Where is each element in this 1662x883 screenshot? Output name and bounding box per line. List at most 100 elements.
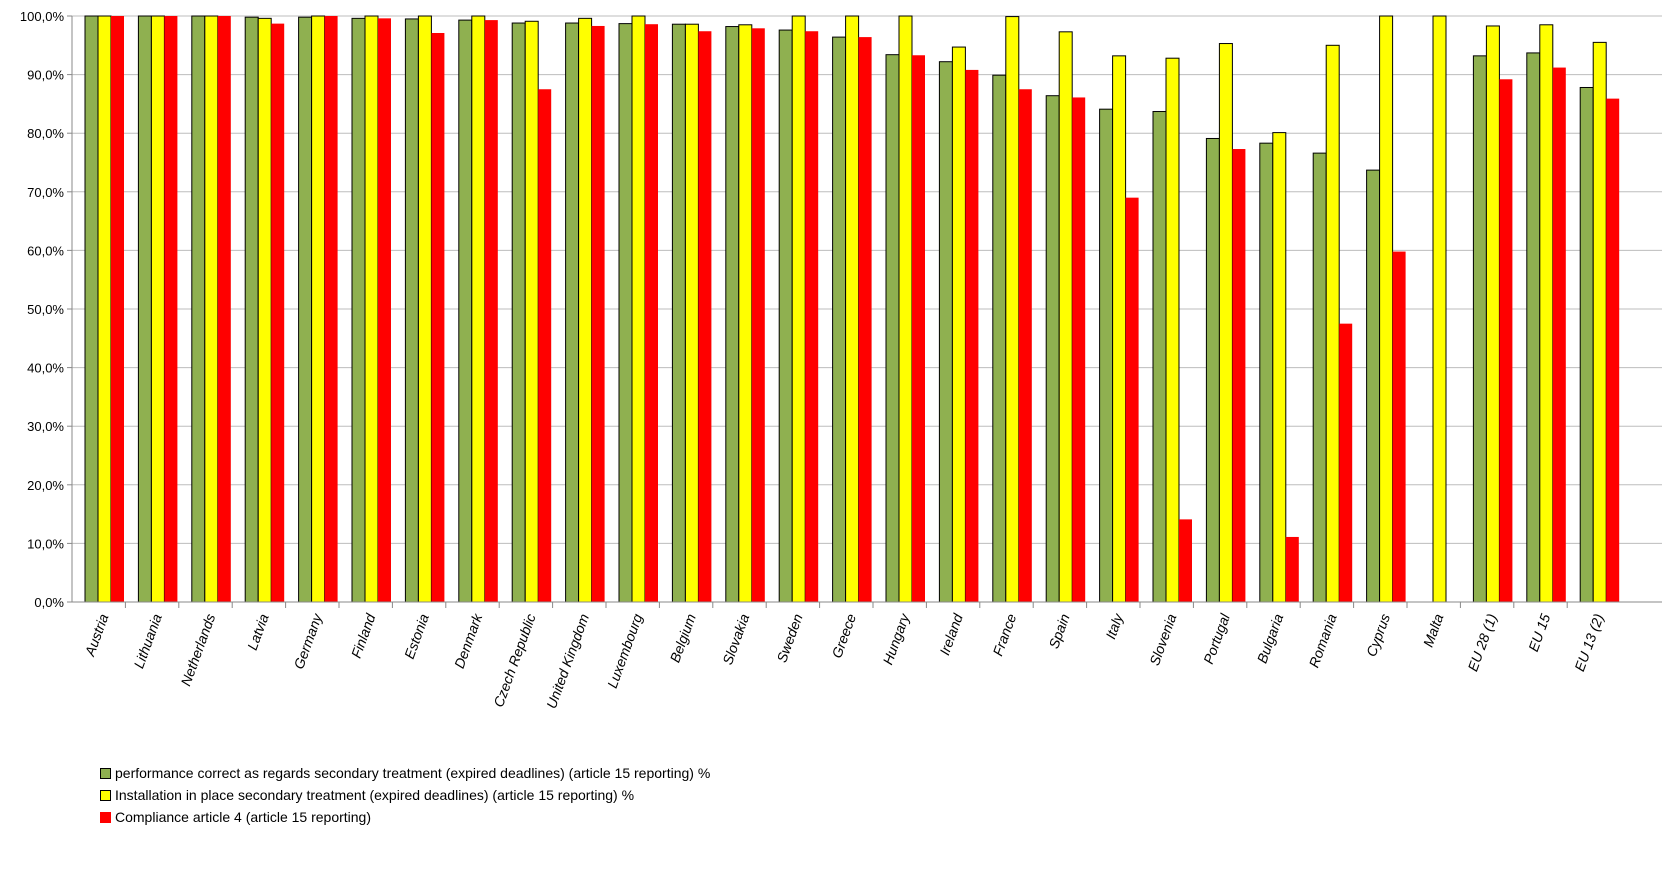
bar-compliance xyxy=(111,16,124,602)
bar-performance xyxy=(404,18,419,603)
bar-performance xyxy=(1526,52,1541,603)
bar-installation xyxy=(578,17,593,603)
bar-performance xyxy=(137,15,152,603)
bar-installation xyxy=(791,15,806,603)
x-tick-label: Ireland xyxy=(936,610,966,657)
bar-compliance xyxy=(1125,197,1139,602)
bar-performance xyxy=(832,36,847,603)
x-tick-label: EU 15 xyxy=(1525,611,1553,653)
bar-compliance xyxy=(1392,251,1406,602)
bar-performance xyxy=(885,54,900,603)
legend-label: Compliance article 4 (article 15 reporti… xyxy=(115,809,371,825)
bar-performance xyxy=(778,29,793,603)
bar-installation xyxy=(524,20,539,603)
bars xyxy=(84,15,1620,603)
bar-compliance xyxy=(751,28,765,602)
bar-chart: 0,0% 10,0% 20,0% 30,0% 40,0% 50,0% 60,0% 70,0% 8… xyxy=(20,9,1662,711)
x-tick-label: Slovenia xyxy=(1146,611,1179,667)
x-tick-label: Latvia xyxy=(244,611,272,652)
bar-performance xyxy=(298,16,313,603)
x-tick-label: Luxembourg xyxy=(604,611,646,690)
x-tick-label: Malta xyxy=(1420,611,1447,649)
bar-installation xyxy=(1112,55,1127,603)
x-tick-label: Italy xyxy=(1102,611,1126,642)
legend-item-compliance: Compliance article 4 (article 15 reporti… xyxy=(100,806,710,828)
y-tick-label: 40,0% xyxy=(27,361,64,376)
bar-compliance xyxy=(1606,98,1620,602)
bar-installation xyxy=(951,46,966,603)
y-axis-ticks: 0,0% 10,0% 20,0% 30,0% 40,0% 50,0% 60,0% 70,0% 8… xyxy=(20,9,72,610)
bar-performance xyxy=(1259,142,1274,603)
bar-compliance xyxy=(858,37,872,602)
bar-compliance xyxy=(965,69,979,603)
bar-compliance xyxy=(1285,536,1299,602)
bar-installation xyxy=(631,15,646,603)
bar-compliance xyxy=(324,16,338,602)
bar-installation xyxy=(1485,25,1500,603)
bar-performance xyxy=(1312,152,1327,603)
y-tick-label: 10,0% xyxy=(27,536,64,551)
bar-performance xyxy=(511,22,526,603)
bar-performance xyxy=(1152,111,1167,603)
bar-installation xyxy=(1272,132,1287,603)
bar-compliance xyxy=(1232,149,1246,602)
x-tick-label: Spain xyxy=(1045,611,1072,650)
x-tick-label: United Kingdom xyxy=(543,611,592,710)
y-tick-label: 20,0% xyxy=(27,478,64,493)
bar-performance xyxy=(84,15,99,603)
bar-installation xyxy=(1325,44,1340,603)
bar-compliance xyxy=(698,31,712,602)
x-tick-label: Lithuania xyxy=(130,611,165,670)
bar-installation xyxy=(311,15,326,603)
y-tick-label: 60,0% xyxy=(27,243,64,258)
x-tick-label: Portugal xyxy=(1200,611,1233,666)
x-tick-label: Germany xyxy=(290,611,325,672)
bar-installation xyxy=(1165,57,1180,603)
y-tick-label: 0,0% xyxy=(34,595,64,610)
x-tick-label: Slovakia xyxy=(719,611,752,666)
bar-installation xyxy=(204,15,219,603)
x-axis xyxy=(71,16,1662,608)
x-tick-label: EU 13 (2) xyxy=(1571,612,1607,674)
legend-swatch-red xyxy=(100,811,111,823)
y-tick-label: 30,0% xyxy=(27,419,64,434)
bar-compliance xyxy=(912,55,925,602)
x-tick-label: Bulgaria xyxy=(1254,611,1287,665)
x-tick-label: Sweden xyxy=(773,611,805,664)
legend-swatch-green xyxy=(100,767,111,779)
bar-compliance xyxy=(805,31,819,602)
bar-installation xyxy=(97,15,112,603)
bar-installation xyxy=(1592,41,1607,603)
legend-item-performance: performance correct as regards secondary… xyxy=(100,762,710,784)
bar-installation xyxy=(257,17,272,603)
bar-installation xyxy=(417,15,432,603)
bar-compliance xyxy=(1072,97,1086,602)
y-tick-label: 50,0% xyxy=(27,302,64,317)
x-tick-label: Greece xyxy=(828,611,859,660)
bar-installation xyxy=(1005,16,1020,603)
bar-performance xyxy=(671,23,686,603)
bar-performance xyxy=(1366,169,1381,603)
bar-compliance xyxy=(1018,89,1032,602)
bar-performance xyxy=(351,17,366,603)
x-tick-label: France xyxy=(989,611,1019,658)
bar-installation xyxy=(1432,15,1447,603)
bar-installation xyxy=(364,15,379,603)
bar-performance xyxy=(725,26,740,603)
legend-label: Installation in place secondary treatmen… xyxy=(115,787,635,803)
bar-performance xyxy=(1205,137,1220,603)
bar-performance xyxy=(565,22,580,603)
bar-compliance xyxy=(1339,323,1353,602)
bar-installation xyxy=(845,15,860,603)
x-tick-label: Austria xyxy=(81,611,111,659)
bar-compliance xyxy=(164,16,178,602)
bar-performance xyxy=(1472,55,1487,603)
bar-installation xyxy=(150,15,165,603)
x-tick-label: Cyprus xyxy=(1363,612,1393,659)
x-tick-label: Finland xyxy=(348,610,379,660)
bar-performance xyxy=(458,19,473,603)
y-tick-label: 80,0% xyxy=(27,126,64,141)
x-tick-label: Belgium xyxy=(667,611,699,664)
y-tick-label: 100,0% xyxy=(20,9,65,24)
bar-compliance xyxy=(431,32,445,602)
